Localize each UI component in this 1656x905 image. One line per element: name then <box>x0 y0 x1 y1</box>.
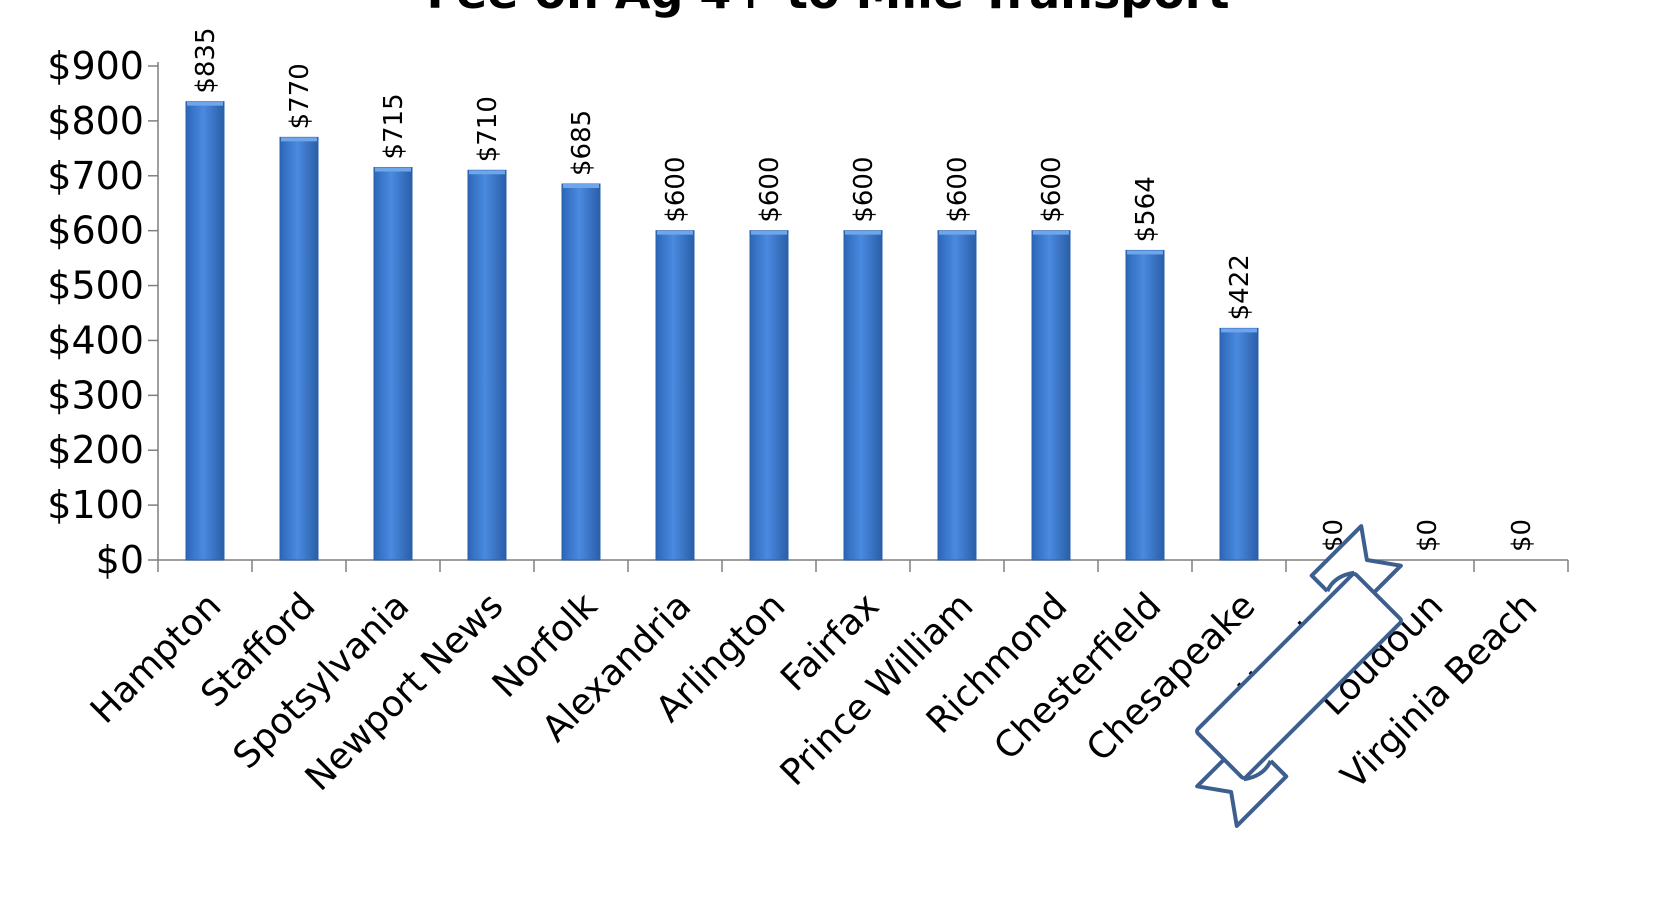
x-tick-label: Hampton <box>83 585 229 731</box>
bar <box>467 169 507 561</box>
ribbon-left-tail <box>1195 758 1289 828</box>
data-label: $564 <box>1131 176 1161 242</box>
y-tick-label: $0 <box>96 538 144 582</box>
bar-top-highlight <box>563 184 599 189</box>
data-label: $422 <box>1225 254 1255 320</box>
y-tick-label: $900 <box>47 44 144 88</box>
bar-top-highlight <box>187 101 223 106</box>
bar-top-highlight <box>939 230 975 235</box>
y-tick-label: $800 <box>47 99 144 143</box>
bars <box>185 101 1259 561</box>
data-label: $715 <box>379 93 409 159</box>
data-labels: $835 $770 $715 $710 $685 $600 $600 $600 $600 $600… <box>191 28 1537 552</box>
data-label: $685 <box>567 110 597 176</box>
data-label: $770 <box>285 63 315 129</box>
y-tick-label: $200 <box>47 428 144 472</box>
data-label: $600 <box>849 156 879 222</box>
bar <box>561 183 601 561</box>
bar <box>749 230 789 561</box>
bar <box>1125 249 1165 561</box>
data-label: $600 <box>1037 156 1067 222</box>
y-tick-label: $300 <box>47 373 144 417</box>
bar-top-highlight <box>281 137 317 142</box>
bar-top-highlight <box>751 230 787 235</box>
y-tick-label: $600 <box>47 209 144 253</box>
bar <box>937 230 977 561</box>
bar <box>843 230 883 561</box>
bar <box>373 167 413 561</box>
data-label: $600 <box>943 156 973 222</box>
henrico-ribbon-callout <box>1195 524 1403 828</box>
ribbon-band <box>1195 572 1403 780</box>
bar <box>279 136 319 561</box>
data-label: $835 <box>191 28 221 94</box>
bar-top-highlight <box>469 170 505 175</box>
data-label: $710 <box>473 96 503 162</box>
bar <box>1031 230 1071 561</box>
chart-title: Fee on Ag 4+ to Mile Transport <box>427 0 1230 19</box>
bar-top-highlight <box>375 167 411 172</box>
bar-top-highlight <box>1127 250 1163 255</box>
data-label: $600 <box>755 156 785 222</box>
y-axis: $0 $100 $200 $300 $400 $500 $600 $700 $800 $900 <box>47 44 159 582</box>
data-label: $0 <box>1413 519 1443 552</box>
ribbon-banner <box>1195 524 1403 828</box>
bar <box>1219 327 1259 561</box>
data-label: $600 <box>661 156 691 222</box>
data-label: $0 <box>1507 519 1537 552</box>
y-tick-label: $400 <box>47 318 144 362</box>
y-tick-label: $700 <box>47 154 144 198</box>
bar-top-highlight <box>845 230 881 235</box>
bar <box>655 230 695 561</box>
bar <box>185 101 225 561</box>
y-tick-label: $100 <box>47 483 144 527</box>
y-tick-label: $500 <box>47 264 144 308</box>
ribbon-right-tail <box>1309 524 1403 594</box>
ribbon-left-curl <box>1243 759 1273 782</box>
ribbon-right-curl <box>1325 570 1355 593</box>
bar-top-highlight <box>1033 230 1069 235</box>
bar-top-highlight <box>1221 328 1257 333</box>
bar-top-highlight <box>657 230 693 235</box>
